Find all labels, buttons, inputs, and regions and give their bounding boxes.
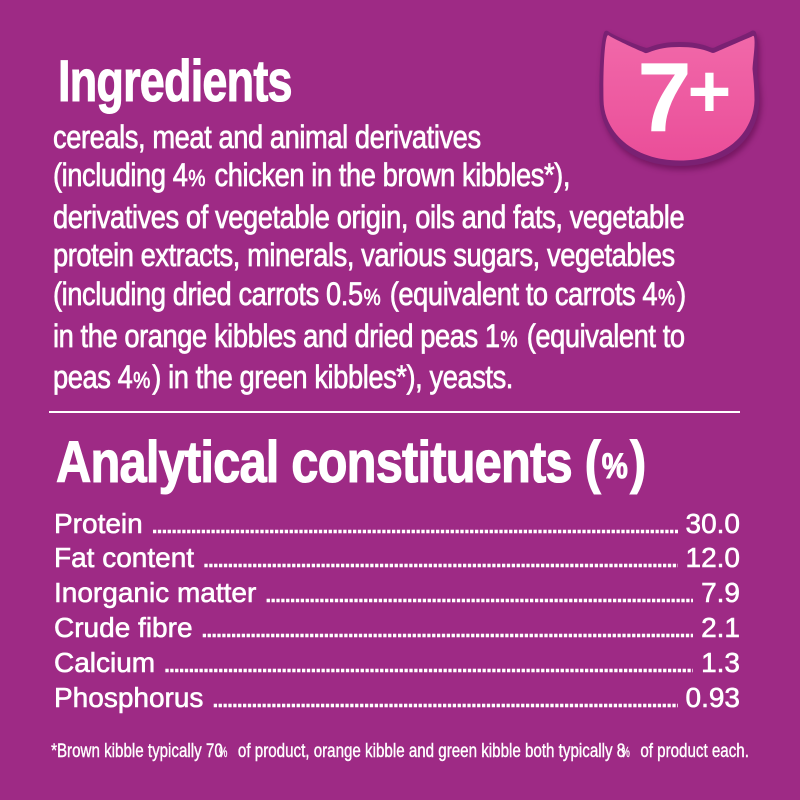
svg-text:+: + [688, 49, 732, 133]
svg-text:7: 7 [637, 42, 692, 152]
